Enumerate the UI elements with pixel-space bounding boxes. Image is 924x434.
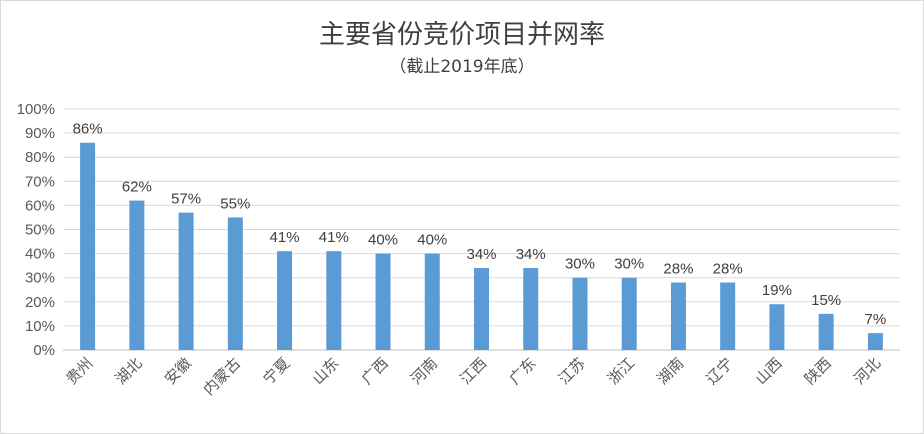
y-tick-label: 40% <box>25 246 55 263</box>
x-axis-labels: 贵州 湖北 安徽 内蒙古 宁夏 山东 广西 河南 江西 广东 江苏 浙江 湖南 辽宁 山西 陕西 河北 <box>62 354 884 399</box>
x-tick-label: 广西 <box>358 354 392 388</box>
data-label: 86% <box>73 121 103 138</box>
x-tick-label: 山东 <box>309 354 343 388</box>
data-label: 55% <box>220 195 250 212</box>
x-tick-label: 安徽 <box>161 354 195 388</box>
x-tick-label: 陕西 <box>801 354 835 388</box>
data-label: 34% <box>466 246 496 263</box>
x-tick-label: 河南 <box>407 354 441 388</box>
y-tick-label: 0% <box>33 342 55 359</box>
data-label: 30% <box>565 256 595 273</box>
chart-title: 主要省份竞价项目并网率 <box>318 20 605 50</box>
bar <box>670 282 686 350</box>
x-tick-label: 辽宁 <box>703 354 737 388</box>
x-tick-label: 山西 <box>752 354 786 388</box>
y-axis-ticks: 0% 10% 20% 30% 40% 50% 60% 70% 80% 90% 100% <box>17 101 55 359</box>
y-tick-label: 30% <box>25 270 55 287</box>
bar <box>227 217 243 350</box>
bar <box>474 268 489 350</box>
data-label: 40% <box>417 232 447 249</box>
y-tick-label: 60% <box>25 197 55 214</box>
data-labels: 86% 62% 57% 55% 41% 41% 40% 40% 34% 34% 30% 30% 28% 2… <box>73 121 887 328</box>
bar <box>80 142 96 350</box>
bar <box>129 200 145 350</box>
data-label: 19% <box>762 282 792 299</box>
y-tick-label: 50% <box>25 222 55 239</box>
bar <box>572 277 588 350</box>
data-label: 41% <box>319 229 349 246</box>
x-tick-label: 内蒙古 <box>200 354 245 399</box>
bar <box>277 251 293 350</box>
x-tick-label: 湖南 <box>653 354 687 388</box>
bar <box>720 282 736 350</box>
data-label: 62% <box>122 179 152 196</box>
data-label: 41% <box>270 229 300 246</box>
x-tick-label: 浙江 <box>604 354 638 388</box>
data-label: 57% <box>171 191 201 208</box>
data-label: 40% <box>368 232 398 249</box>
y-tick-label: 70% <box>25 173 55 190</box>
bar <box>375 253 391 350</box>
bar <box>424 253 440 350</box>
bar <box>621 277 637 350</box>
x-tick-label: 江西 <box>456 354 490 388</box>
bar <box>178 212 194 350</box>
bar <box>326 251 342 350</box>
data-label: 30% <box>614 256 644 273</box>
y-tick-label: 100% <box>17 101 55 118</box>
y-tick-label: 90% <box>25 125 55 142</box>
data-label: 28% <box>713 261 743 278</box>
data-label: 15% <box>811 292 841 309</box>
bar <box>818 313 834 350</box>
data-label: 34% <box>516 246 546 263</box>
y-tick-label: 20% <box>25 294 55 311</box>
chart-subtitle: （截止2019年底） <box>389 57 535 77</box>
bars <box>80 142 883 350</box>
bar <box>523 268 539 350</box>
x-tick-label: 河北 <box>850 354 884 388</box>
x-tick-label: 贵州 <box>62 354 96 388</box>
bar <box>769 304 785 350</box>
data-label: 28% <box>663 261 693 278</box>
data-label: 7% <box>865 311 887 328</box>
x-tick-label: 宁夏 <box>259 354 293 388</box>
x-tick-label: 湖北 <box>112 354 146 388</box>
y-tick-label: 80% <box>25 149 55 166</box>
x-tick-label: 广东 <box>506 354 540 388</box>
x-tick-label: 江苏 <box>555 354 589 388</box>
bar <box>867 333 883 350</box>
y-tick-label: 10% <box>25 318 55 335</box>
